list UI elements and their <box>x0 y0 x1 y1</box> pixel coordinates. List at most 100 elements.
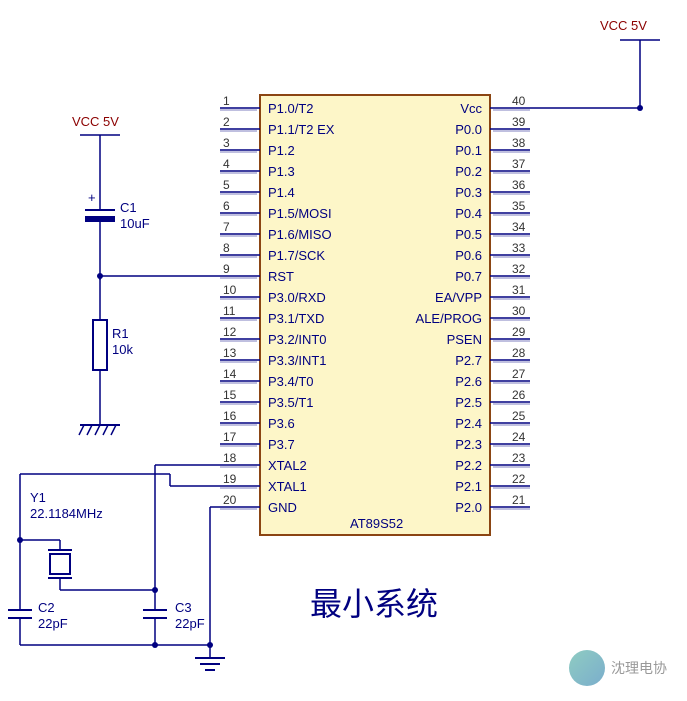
svg-text:C3: C3 <box>175 600 192 615</box>
svg-text:22: 22 <box>512 472 526 486</box>
svg-text:P0.4: P0.4 <box>455 206 482 221</box>
svg-text:25: 25 <box>512 409 526 423</box>
svg-text:P3.4/T0: P3.4/T0 <box>268 374 314 389</box>
svg-text:5: 5 <box>223 178 230 192</box>
svg-text:29: 29 <box>512 325 526 339</box>
svg-text:15: 15 <box>223 388 237 402</box>
svg-text:23: 23 <box>512 451 526 465</box>
svg-text:P1.0/T2: P1.0/T2 <box>268 101 314 116</box>
svg-text:20: 20 <box>223 493 237 507</box>
svg-text:+: + <box>88 190 96 205</box>
svg-text:XTAL2: XTAL2 <box>268 458 307 473</box>
svg-text:P1.2: P1.2 <box>268 143 295 158</box>
svg-text:Vcc: Vcc <box>460 101 482 116</box>
svg-text:P3.2/INT0: P3.2/INT0 <box>268 332 327 347</box>
svg-text:P0.1: P0.1 <box>455 143 482 158</box>
svg-text:27: 27 <box>512 367 526 381</box>
svg-text:P2.6: P2.6 <box>455 374 482 389</box>
svg-text:40: 40 <box>512 94 526 108</box>
gnd-main <box>195 658 225 670</box>
svg-text:9: 9 <box>223 262 230 276</box>
svg-text:P1.6/MISO: P1.6/MISO <box>268 227 332 242</box>
svg-text:P2.2: P2.2 <box>455 458 482 473</box>
svg-text:P3.7: P3.7 <box>268 437 295 452</box>
svg-text:13: 13 <box>223 346 237 360</box>
chip-name: AT89S52 <box>350 516 403 531</box>
svg-text:P3.1/TXD: P3.1/TXD <box>268 311 324 326</box>
svg-text:38: 38 <box>512 136 526 150</box>
svg-text:ALE/PROG: ALE/PROG <box>416 311 482 326</box>
svg-text:21: 21 <box>512 493 526 507</box>
svg-text:12: 12 <box>223 325 237 339</box>
vcc-right-label: VCC 5V <box>600 18 647 33</box>
svg-text:P1.4: P1.4 <box>268 185 295 200</box>
svg-text:EA/VPP: EA/VPP <box>435 290 482 305</box>
svg-text:36: 36 <box>512 178 526 192</box>
svg-text:PSEN: PSEN <box>447 332 482 347</box>
svg-text:17: 17 <box>223 430 237 444</box>
svg-text:P0.6: P0.6 <box>455 248 482 263</box>
svg-text:P0.0: P0.0 <box>455 122 482 137</box>
cap-c3: C3 22pF <box>143 600 205 645</box>
schematic-title: 最小系统 <box>310 586 438 622</box>
svg-text:18: 18 <box>223 451 237 465</box>
gnd-r1 <box>79 410 120 435</box>
svg-text:P2.5: P2.5 <box>455 395 482 410</box>
crystal-y1: Y1 22.1184MHz <box>20 490 155 610</box>
svg-text:31: 31 <box>512 283 526 297</box>
watermark-text: 沈理电协 <box>611 658 667 678</box>
svg-text:11: 11 <box>223 304 236 318</box>
svg-text:10k: 10k <box>112 342 133 357</box>
svg-text:P0.7: P0.7 <box>455 269 482 284</box>
cap-c1: + C1 10uF <box>85 190 150 280</box>
svg-text:22.1184MHz: 22.1184MHz <box>30 506 103 521</box>
svg-text:P0.3: P0.3 <box>455 185 482 200</box>
svg-text:P1.3: P1.3 <box>268 164 295 179</box>
svg-text:2: 2 <box>223 115 230 129</box>
svg-text:4: 4 <box>223 157 230 171</box>
svg-text:P3.0/RXD: P3.0/RXD <box>268 290 326 305</box>
svg-text:RST: RST <box>268 269 294 284</box>
svg-text:6: 6 <box>223 199 230 213</box>
svg-text:GND: GND <box>268 500 297 515</box>
svg-text:28: 28 <box>512 346 526 360</box>
svg-text:P2.4: P2.4 <box>455 416 482 431</box>
svg-text:34: 34 <box>512 220 526 234</box>
svg-text:10uF: 10uF <box>120 216 150 231</box>
svg-text:39: 39 <box>512 115 526 129</box>
wechat-icon <box>569 650 605 686</box>
svg-text:1: 1 <box>223 94 230 108</box>
svg-text:P2.1: P2.1 <box>455 479 482 494</box>
svg-text:7: 7 <box>223 220 230 234</box>
svg-text:22pF: 22pF <box>175 616 205 631</box>
svg-text:14: 14 <box>223 367 237 381</box>
svg-text:P3.3/INT1: P3.3/INT1 <box>268 353 327 368</box>
svg-text:P1.5/MOSI: P1.5/MOSI <box>268 206 332 221</box>
svg-text:Y1: Y1 <box>30 490 46 505</box>
svg-text:P2.0: P2.0 <box>455 500 482 515</box>
svg-text:30: 30 <box>512 304 526 318</box>
svg-text:35: 35 <box>512 199 526 213</box>
svg-text:P3.6: P3.6 <box>268 416 295 431</box>
svg-text:8: 8 <box>223 241 230 255</box>
svg-text:XTAL1: XTAL1 <box>268 479 307 494</box>
svg-text:P0.5: P0.5 <box>455 227 482 242</box>
svg-text:R1: R1 <box>112 326 129 341</box>
svg-text:16: 16 <box>223 409 237 423</box>
watermark: 沈理电协 <box>569 650 667 686</box>
svg-text:P1.1/T2 EX: P1.1/T2 EX <box>268 122 335 137</box>
schematic-canvas: AT89S52 1 P1.0/T2 2 P1.1/T2 EX 3 P1.2 4 P1.3 5 P1… <box>0 0 687 701</box>
svg-text:P2.3: P2.3 <box>455 437 482 452</box>
svg-text:33: 33 <box>512 241 526 255</box>
svg-text:P1.7/SCK: P1.7/SCK <box>268 248 325 263</box>
svg-text:C2: C2 <box>38 600 55 615</box>
svg-text:P3.5/T1: P3.5/T1 <box>268 395 314 410</box>
svg-text:3: 3 <box>223 136 230 150</box>
svg-text:26: 26 <box>512 388 526 402</box>
svg-text:P0.2: P0.2 <box>455 164 482 179</box>
svg-text:32: 32 <box>512 262 526 276</box>
resistor-r1: R1 10k <box>93 276 133 410</box>
svg-text:P2.7: P2.7 <box>455 353 482 368</box>
vcc-left-label: VCC 5V <box>72 114 119 129</box>
svg-text:10: 10 <box>223 283 237 297</box>
